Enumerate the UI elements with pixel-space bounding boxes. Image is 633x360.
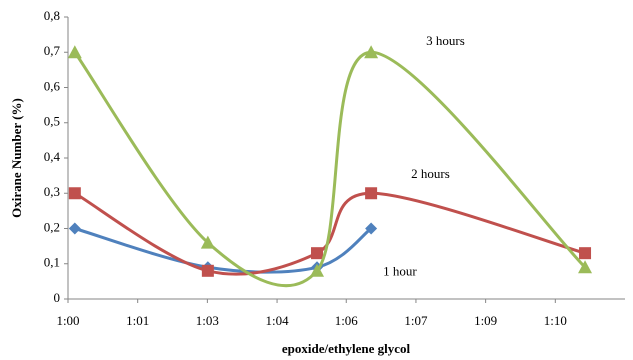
series-line [73, 50, 587, 288]
series-label: 3 hours [426, 33, 465, 48]
y-tick-label: 0,6 [44, 78, 61, 93]
marker [579, 247, 592, 260]
x-tick-label: 1:04 [265, 313, 289, 328]
y-tick-label: 0,8 [44, 8, 60, 23]
marker [68, 222, 81, 235]
y-tick-label: 0,7 [44, 43, 61, 58]
x-axis-title: epoxide/ethylene glycol [282, 341, 411, 356]
y-tick-label: 0,3 [44, 184, 60, 199]
y-tick-label: 0 [54, 290, 61, 305]
x-tick-label: 1:03 [196, 313, 219, 328]
marker [311, 247, 324, 260]
y-tick-label: 0,1 [44, 255, 60, 270]
marker [310, 263, 325, 277]
y-tick-label: 0,5 [44, 114, 60, 129]
x-tick-label: 1:06 [335, 313, 359, 328]
x-tick-label: 1:09 [474, 313, 497, 328]
x-tick-label: 1:01 [126, 313, 149, 328]
marker [201, 264, 214, 277]
series-label: 1 hour [383, 263, 417, 278]
y-tick-label: 0,2 [44, 219, 60, 234]
marker [67, 45, 82, 59]
marker [68, 187, 81, 200]
x-tick-label: 1:00 [56, 313, 79, 328]
x-tick-label: 1:10 [544, 313, 567, 328]
x-tick-label: 1:07 [404, 313, 428, 328]
marker [364, 45, 379, 59]
marker [365, 222, 378, 235]
y-tick-label: 0,4 [44, 149, 61, 164]
marker [578, 260, 593, 274]
series-label: 2 hours [411, 166, 450, 181]
marker [365, 187, 378, 200]
marker [200, 235, 215, 249]
y-axis-title: Oxirane Number (%) [9, 98, 24, 218]
